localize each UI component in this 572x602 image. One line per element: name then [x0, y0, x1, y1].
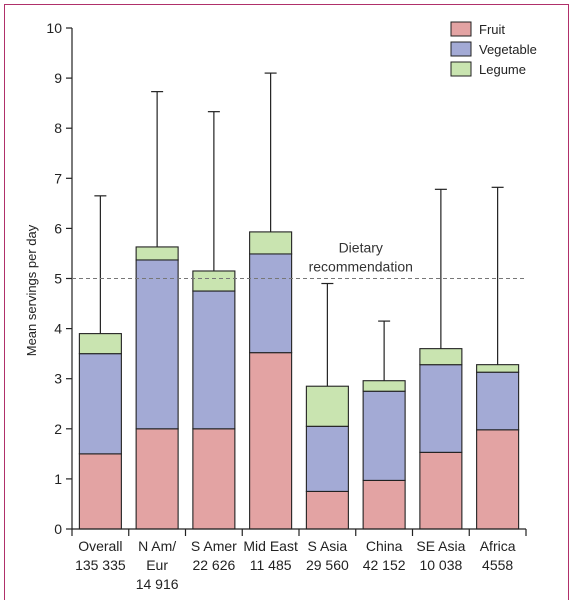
legend-swatch-legume: [450, 61, 472, 77]
x-category-label: Africa: [480, 538, 516, 554]
y-axis-title: Mean servings per day: [24, 224, 39, 356]
bar-vegetable-0: [78, 353, 122, 455]
error-bars-group: [94, 72, 504, 387]
x-category-label: 14 916: [136, 576, 179, 592]
y-tick-label: 3: [54, 371, 62, 387]
bar-legume-1: [135, 246, 179, 261]
x-axis: Overall 135 335 N Am/Eur 14 916 S Amer 22 626…: [71, 528, 527, 592]
y-tick-label: 10: [46, 20, 62, 36]
x-category-label: 10 038: [419, 557, 462, 573]
legend-swatch-vegetable: [450, 41, 472, 57]
x-category-label: S Asia: [308, 538, 348, 554]
y-tick-label: 0: [54, 521, 62, 537]
bar-legume-2: [192, 270, 236, 292]
x-category-label: Mid East: [243, 538, 298, 554]
bars-group: [78, 231, 520, 530]
bar-legume-4: [305, 385, 349, 427]
y-tick-label: 2: [54, 421, 62, 437]
x-category-label: 4558: [482, 557, 513, 573]
x-category-label: Overall: [78, 538, 122, 554]
bar-fruit-2: [192, 428, 236, 530]
reference-line-label: Dietary: [339, 240, 383, 256]
x-category-label: S Amer: [191, 538, 237, 554]
x-category-label: 11 485: [250, 557, 292, 573]
y-tick-label: 9: [54, 70, 62, 86]
y-tick-label: 4: [54, 321, 62, 337]
legend-label-legume: Legume: [479, 62, 526, 77]
y-tick-label: 1: [54, 471, 62, 487]
figure-frame: [4, 4, 569, 600]
bar-fruit-1: [135, 428, 179, 530]
bar-fruit-6: [419, 451, 463, 530]
y-tick-label: 6: [54, 220, 62, 236]
reference-line-group: Dietary recommendation: [72, 240, 526, 279]
bar-vegetable-6: [419, 364, 463, 453]
bar-vegetable-4: [305, 425, 349, 492]
y-tick-label: 7: [54, 170, 62, 186]
bar-legume-3: [249, 231, 293, 255]
x-category-label: Eur: [146, 557, 168, 573]
bar-fruit-4: [305, 490, 349, 530]
bar-vegetable-3: [249, 253, 293, 354]
bar-vegetable-2: [192, 290, 236, 430]
bar-legume-6: [419, 348, 463, 366]
bar-fruit-3: [249, 352, 293, 530]
legend-swatch-fruit: [450, 21, 472, 37]
legend-label-fruit: Fruit: [479, 22, 505, 37]
bar-fruit-0: [78, 453, 122, 530]
x-category-label: SE Asia: [416, 538, 465, 554]
legend: Fruit Vegetable Legume: [450, 21, 537, 77]
x-category-label: China: [366, 538, 403, 554]
bar-legume-0: [78, 333, 122, 355]
bar-legume-7: [476, 364, 520, 373]
bar-vegetable-7: [476, 371, 520, 431]
y-tick-label: 5: [54, 271, 62, 287]
bar-vegetable-1: [135, 259, 179, 430]
bar-legume-5: [362, 380, 406, 392]
x-category-label: 135 335: [75, 557, 126, 573]
legend-label-vegetable: Vegetable: [479, 42, 537, 57]
x-category-label: 42 152: [363, 557, 406, 573]
bar-vegetable-5: [362, 390, 406, 481]
x-category-label: 29 560: [306, 557, 349, 573]
bar-fruit-5: [362, 479, 406, 530]
reference-line-label: recommendation: [309, 259, 413, 275]
x-category-label: N Am/: [138, 538, 176, 554]
x-category-label: 22 626: [192, 557, 235, 573]
y-tick-label: 8: [54, 120, 62, 136]
bar-fruit-7: [476, 429, 520, 530]
y-axis: 0 1 2 3 4 5 6 7 8 9 10: [46, 20, 73, 537]
